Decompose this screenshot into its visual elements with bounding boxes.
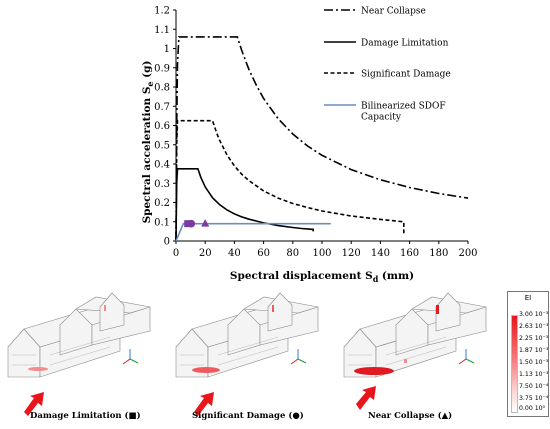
red-arrow-icon [24,392,44,416]
legend-label: Bilinearized SDOF [361,102,446,112]
axis-triad-icon [122,349,139,365]
capacity-spectrum-chart: 0 0.1 0.2 0.3 0.4 0.5 0.6 0.7 0.8 0.9 1 1.1 1.2 0 20 40… [141,6,478,285]
colorbar-label: 2.63 10⁻³ [519,323,549,330]
series-line-1 [175,168,314,242]
caption-significant-damage: Significant Damage (●) [192,411,304,421]
x-tick-label: 180 [429,248,448,259]
x-tick-label: 0 [173,248,179,259]
colorbar-label: 7.50 10⁻⁴ [519,383,549,390]
caption-damage-limitation: Damage Limitation (■) [30,411,141,421]
chart-markers [184,219,210,228]
colorbar-title: EI [524,294,532,302]
y-tick-label: 0 [164,237,170,248]
x-tick-label: 80 [286,248,299,259]
y-tick-label: 0.3 [154,179,170,190]
colorbar-label: 1.50 10⁻³ [519,359,549,366]
colorbar-label: 1.13 10⁻³ [519,371,549,378]
panel-significant-damage [168,285,336,401]
y-tick-label: 0.1 [154,217,170,228]
x-tick-label: 140 [371,248,390,259]
chart-series [175,36,469,242]
y-tick-label: 0.8 [154,83,170,94]
y-axis-label: Spectral acceleration Se (g) [141,61,155,224]
colorbar-legend: EI 3.00 10⁻³ 2.63 10⁻³ 2.25 10⁻³ 1.87 10… [507,291,549,417]
x-tick-label: 40 [228,248,241,259]
caption-near-collapse: Near Collapse (▲) [368,411,453,421]
x-tick-label: 120 [342,248,361,259]
colorbar-label: 2.25 10⁻³ [519,335,549,342]
x-tick-label: 20 [199,248,212,259]
x-tick-label: 60 [257,248,270,259]
series-line-3 [175,222,331,242]
x-tick-label: 100 [312,248,331,259]
marker-triangle [201,219,210,227]
panel-damage-limitation [0,285,168,401]
y-tick-label: 0.6 [154,121,170,132]
legend-label: Significant Damage [361,70,451,80]
y-tick-label: 0.2 [154,198,170,209]
legend-label: Damage Limitation [361,39,449,49]
legend-label: Near Collapse [361,7,426,17]
building-model-image [175,292,319,378]
colorbar-gradient [511,315,518,413]
y-tick-label: 1.2 [154,6,170,17]
colorbar-label: 3.00 10⁻³ [519,311,549,318]
x-tick-label: 200 [458,248,477,259]
axis-triad-icon [290,349,307,365]
colorbar-label: 0.00 10⁰ [519,405,546,412]
red-arrow-icon [356,386,376,410]
y-tick-label: 1.1 [154,25,170,36]
red-arrow-icon [194,392,214,416]
chart-axes: 0 0.1 0.2 0.3 0.4 0.5 0.6 0.7 0.8 0.9 1 1.1 1.2 0 20 40… [154,6,477,260]
y-tick-label: 1 [164,44,170,55]
colorbar-label: 3.75 10⁻⁴ [519,395,549,402]
y-tick-label: 0.5 [154,140,170,151]
series-line-0 [175,36,469,242]
chart-legend: Near Collapse Damage Limitation Significan… [324,7,451,123]
marker-circle [187,219,196,228]
x-axis-label: Spectral displacement Sd (mm) [230,270,414,284]
x-tick-label: 160 [400,248,419,259]
y-tick-label: 0.7 [154,102,170,113]
y-tick-label: 0.9 [154,63,170,74]
axis-triad-icon [458,349,475,365]
building-model-image [343,292,487,378]
legend-label: Capacity [361,113,402,123]
panel-near-collapse [336,285,504,401]
building-model-image [7,292,151,378]
y-tick-label: 0.4 [154,160,170,171]
colorbar-label: 1.87 10⁻³ [519,347,549,354]
